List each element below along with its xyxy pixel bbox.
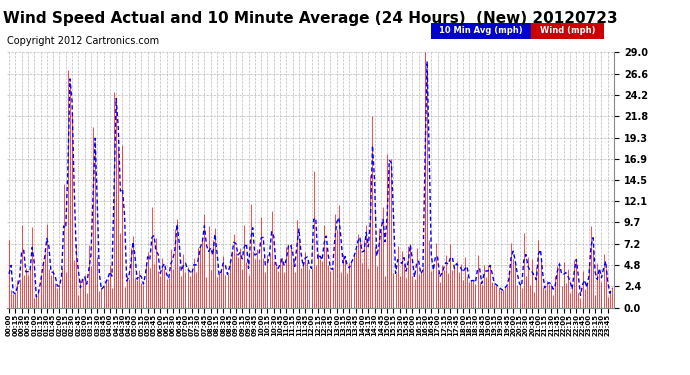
Text: 10 Min Avg (mph): 10 Min Avg (mph): [440, 26, 523, 36]
Text: Copyright 2012 Cartronics.com: Copyright 2012 Cartronics.com: [7, 36, 159, 46]
Text: Wind (mph): Wind (mph): [540, 26, 595, 36]
Text: Wind Speed Actual and 10 Minute Average (24 Hours)  (New) 20120723: Wind Speed Actual and 10 Minute Average …: [3, 11, 618, 26]
